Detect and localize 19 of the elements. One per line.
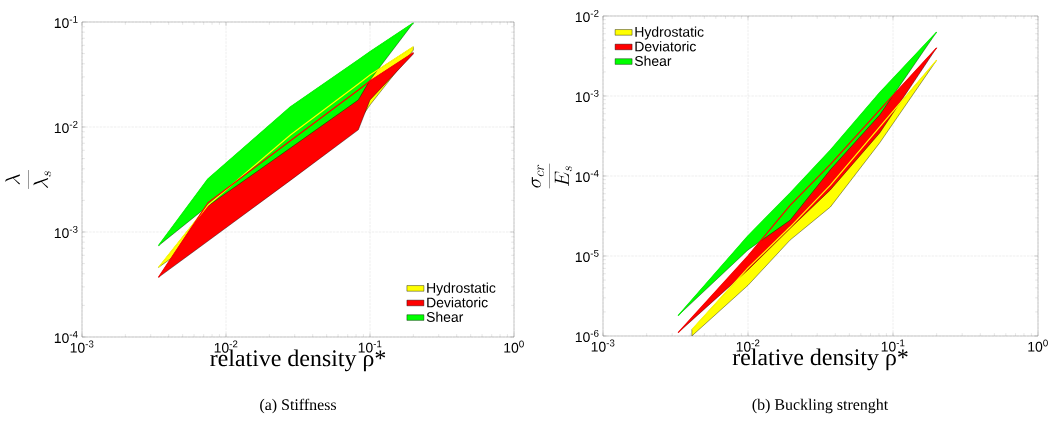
y-tick-label: 10$^{-5}$ bbox=[575, 249, 599, 263]
y-tick-label: 10$^{-3}$ bbox=[575, 89, 599, 103]
legend-label: Deviatoric bbox=[635, 41, 696, 52]
x-tick-label: 10$^{0}$ bbox=[504, 340, 524, 353]
text: (b) Buckling strenght bbox=[752, 398, 889, 414]
legend-label: Hydrostatic bbox=[427, 282, 496, 296]
y-tick-label: 10$^{-2}$ bbox=[575, 9, 599, 23]
legend-label: Shear bbox=[426, 311, 464, 322]
y-tick-label: 10$^{-4}$ bbox=[575, 169, 599, 183]
y-axis-title: $\frac{\lambda}{\lambda_s}$ bbox=[5, 170, 52, 189]
legend-label: Hydrostatic bbox=[635, 26, 704, 40]
y-tick-label: 10$^{-1}$ bbox=[54, 15, 78, 29]
y-tick-label: 10$^{-3}$ bbox=[54, 225, 78, 239]
x-tick-label: 10$^{0}$ bbox=[1028, 339, 1048, 352]
legend-label: Shear bbox=[634, 55, 672, 66]
text: (a) Stiffness bbox=[260, 398, 337, 414]
legend-label: Deviatoric bbox=[427, 297, 488, 308]
y-tick-label: 10$^{-2}$ bbox=[54, 120, 78, 134]
y-axis-title: $\frac{\sigma_{cr}}{E_s}$ bbox=[531, 163, 573, 189]
